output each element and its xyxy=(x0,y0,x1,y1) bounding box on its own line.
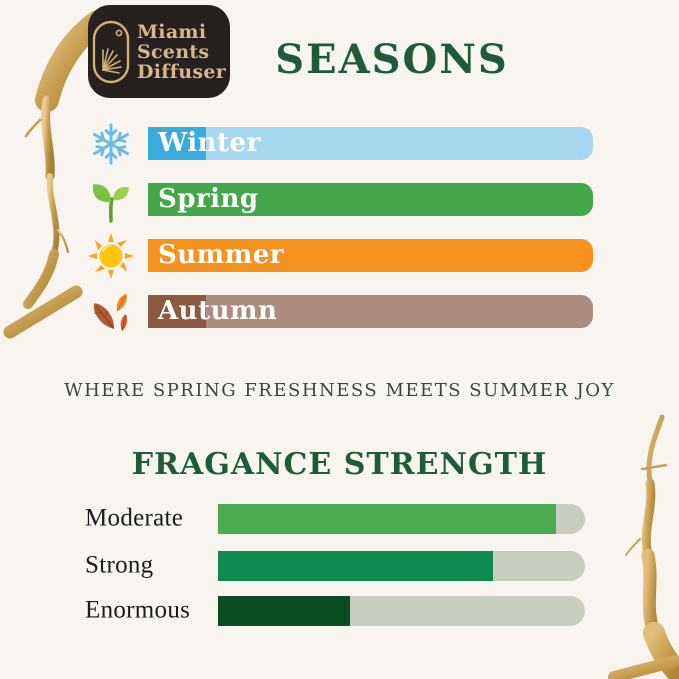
logo-wordmark: Miami Scents Diffuser xyxy=(137,22,226,82)
autumn-leaves-icon xyxy=(80,289,142,335)
spring-label: Spring xyxy=(158,183,259,214)
fragrance-strength-title: FRAGANCE STRENGTH xyxy=(131,447,548,482)
logo-line-1: Miami xyxy=(136,20,207,43)
strong-fill xyxy=(218,551,494,581)
autumn-label: Autumn xyxy=(158,295,278,326)
summer-bar-accent xyxy=(148,239,206,272)
palm-capsule-icon xyxy=(92,20,130,83)
winter-label: Winter xyxy=(158,127,261,158)
sprout-icon xyxy=(80,177,142,223)
winter-bar: Winter xyxy=(148,127,593,160)
moderate-track xyxy=(218,504,585,534)
strong-label: Strong xyxy=(85,551,154,579)
strength-row-enormous: Enormous xyxy=(0,596,679,626)
seasons-title: SEASONS xyxy=(275,36,509,83)
strength-row-strong: Strong xyxy=(0,551,679,581)
autumn-bar: Autumn xyxy=(148,295,593,328)
spring-bar: Spring xyxy=(148,183,593,216)
winter-bar-accent xyxy=(148,127,206,160)
summer-bar: Summer xyxy=(148,239,593,272)
snowflake-icon xyxy=(80,121,142,167)
moderate-label: Moderate xyxy=(85,504,184,532)
season-row-spring: Spring xyxy=(0,183,679,223)
sun-icon xyxy=(80,233,142,279)
moderate-fill xyxy=(218,504,556,534)
enormous-fill xyxy=(218,596,351,626)
tagline: WHERE SPRING FRESHNESS MEETS SUMMER JOY xyxy=(64,380,615,401)
season-row-summer: Summer xyxy=(0,233,679,279)
autumn-bar-accent xyxy=(148,295,206,328)
enormous-label: Enormous xyxy=(85,596,191,624)
logo-line-3: Diffuser xyxy=(136,60,227,83)
summer-label: Summer xyxy=(158,239,284,270)
season-row-autumn: Autumn xyxy=(0,294,679,331)
strength-row-moderate: Moderate xyxy=(0,504,679,534)
strong-track xyxy=(218,551,585,581)
enormous-track xyxy=(218,596,585,626)
spring-bar-accent xyxy=(148,183,206,216)
brand-logo-badge: Miami Scents Diffuser xyxy=(88,5,230,98)
season-row-winter: Winter xyxy=(0,123,679,165)
logo-line-2: Scents xyxy=(136,40,210,63)
